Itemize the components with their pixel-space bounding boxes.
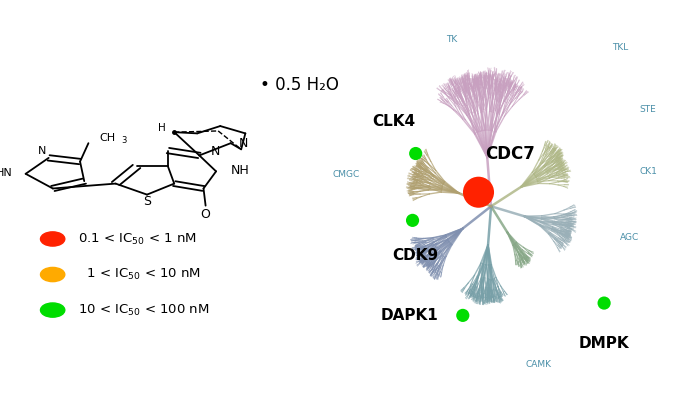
Text: HN: HN xyxy=(0,167,13,178)
Text: TKL: TKL xyxy=(612,43,628,53)
Text: DAPK1: DAPK1 xyxy=(381,308,438,323)
Text: DMPK: DMPK xyxy=(578,336,629,351)
Text: 1 < IC$_{50}$ < 10 nM: 1 < IC$_{50}$ < 10 nM xyxy=(78,267,200,282)
Text: 0.1 < IC$_{50}$ < 1 nM: 0.1 < IC$_{50}$ < 1 nM xyxy=(78,231,196,246)
Text: N: N xyxy=(211,145,220,158)
Text: AGC: AGC xyxy=(620,233,639,243)
Text: CDK9: CDK9 xyxy=(393,248,439,263)
Point xyxy=(410,150,421,157)
Text: O: O xyxy=(200,208,211,221)
Text: H: H xyxy=(158,124,165,134)
Point xyxy=(458,312,468,318)
Circle shape xyxy=(40,232,65,246)
Circle shape xyxy=(40,267,65,282)
Text: CH: CH xyxy=(99,133,115,143)
Text: CAMK: CAMK xyxy=(525,360,551,369)
Text: N: N xyxy=(238,137,248,150)
Point xyxy=(407,217,418,224)
Text: CMGC: CMGC xyxy=(333,170,360,179)
Text: STE: STE xyxy=(640,105,657,114)
Point xyxy=(473,189,484,196)
Text: TK: TK xyxy=(446,35,458,43)
Text: CLK4: CLK4 xyxy=(372,114,415,129)
Text: NH: NH xyxy=(231,164,250,177)
Text: 10 < IC$_{50}$ < 100 nM: 10 < IC$_{50}$ < 100 nM xyxy=(78,303,209,318)
Text: 3: 3 xyxy=(121,136,126,145)
Point xyxy=(599,300,610,306)
Text: CDC7: CDC7 xyxy=(485,145,535,162)
Text: CK1: CK1 xyxy=(639,167,657,176)
Text: • 0.5 H₂O: • 0.5 H₂O xyxy=(260,76,339,94)
Circle shape xyxy=(40,303,65,317)
Text: S: S xyxy=(143,195,151,208)
Text: N: N xyxy=(38,146,47,156)
